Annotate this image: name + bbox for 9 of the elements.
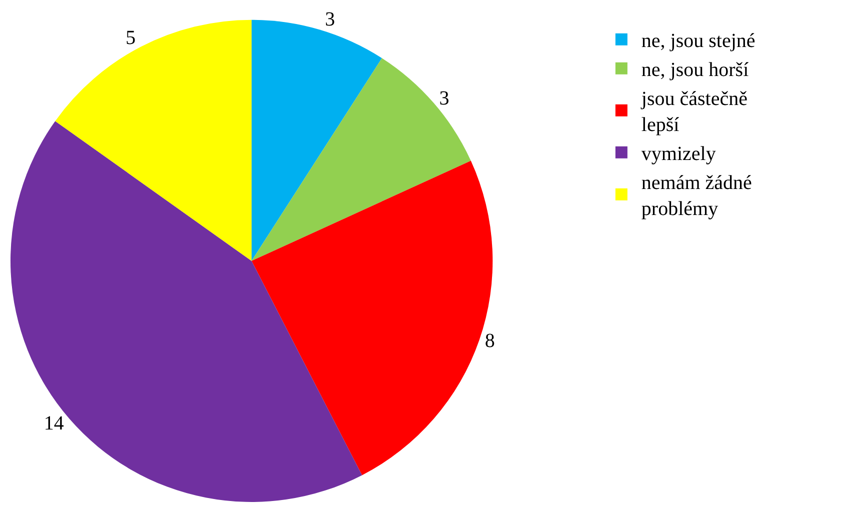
legend-label: vymizely	[641, 143, 716, 166]
legend-label: nemám žádné problémy	[641, 172, 752, 220]
data-label: 3	[439, 87, 450, 110]
legend-label: ne, jsou stejné	[641, 30, 756, 52]
data-label: 5	[126, 26, 136, 49]
data-label: 3	[324, 8, 335, 30]
data-label: 8	[484, 330, 495, 352]
legend-label: ne, jsou horší	[641, 59, 750, 82]
data-label: 14	[44, 412, 64, 435]
